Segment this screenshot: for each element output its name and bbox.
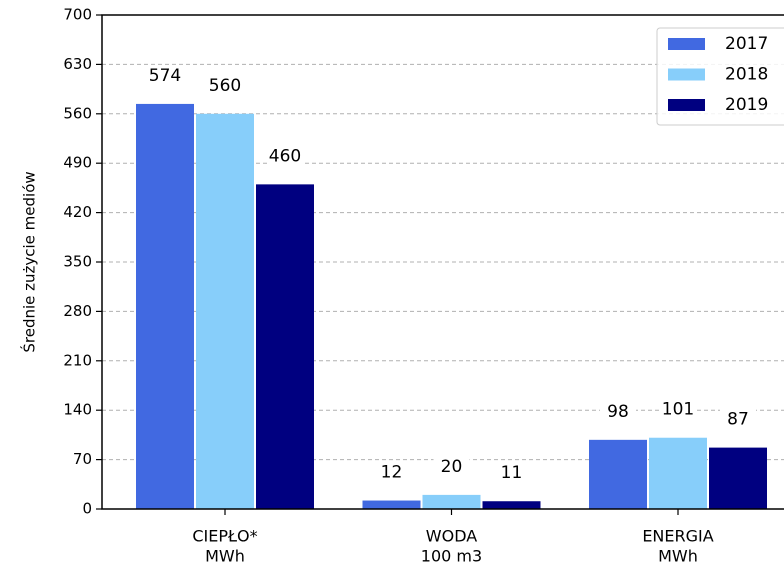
y-tick-label: 490 <box>63 154 92 172</box>
x-tick-label: MWh <box>658 547 698 566</box>
y-tick-label: 0 <box>82 500 92 518</box>
legend-swatch <box>668 68 705 81</box>
value-label: 560 <box>209 76 241 96</box>
y-tick-label: 420 <box>63 203 92 221</box>
x-tick-label: MWh <box>205 547 245 566</box>
y-axis-label: Średnie zużycie mediów <box>20 171 39 352</box>
x-tick-label: ENERGIA <box>642 527 713 546</box>
bar <box>482 501 541 509</box>
legend-label: 2017 <box>725 34 768 54</box>
y-tick-label: 560 <box>63 104 92 122</box>
y-tick-label: 350 <box>63 253 92 271</box>
value-label-bg <box>660 398 696 421</box>
y-tick-label: 280 <box>63 302 92 320</box>
value-label-bg <box>147 64 183 87</box>
bar <box>362 500 421 509</box>
value-label: 20 <box>441 457 463 477</box>
y-tick-label: 140 <box>63 401 92 419</box>
bar <box>136 103 194 510</box>
value-label-bg <box>267 145 303 168</box>
y-tick-label: 630 <box>63 55 92 73</box>
value-label: 11 <box>501 463 523 483</box>
plot-frame <box>101 14 784 510</box>
value-label: 98 <box>607 402 629 422</box>
value-label: 460 <box>269 146 301 166</box>
value-label: 101 <box>662 400 694 420</box>
bar <box>256 184 314 509</box>
y-tick-label: 210 <box>63 351 92 369</box>
legend-label: 2019 <box>725 95 768 115</box>
legend-label: 2018 <box>725 65 768 85</box>
value-label-bg <box>493 462 530 485</box>
x-tick-label: WODA <box>426 527 477 546</box>
value-label: 87 <box>727 410 749 430</box>
value-label-bg <box>720 408 756 431</box>
value-label-bg <box>207 74 243 97</box>
value-label: 12 <box>381 463 403 483</box>
y-tick-label: 70 <box>73 450 92 468</box>
bar <box>649 437 707 509</box>
legend-swatch <box>668 38 705 50</box>
value-label: 574 <box>149 66 181 86</box>
bar <box>196 113 254 510</box>
y-tick-label: 700 <box>63 6 92 24</box>
bar <box>422 494 481 509</box>
x-tick-label: 100 m3 <box>421 547 482 566</box>
value-label-bg <box>600 400 636 423</box>
value-label-bg <box>373 461 410 484</box>
value-label-bg <box>433 455 470 478</box>
bar <box>589 439 647 509</box>
x-tick-label: CIEPŁO* <box>192 527 257 546</box>
legend-swatch <box>668 99 705 111</box>
bar <box>709 447 767 509</box>
